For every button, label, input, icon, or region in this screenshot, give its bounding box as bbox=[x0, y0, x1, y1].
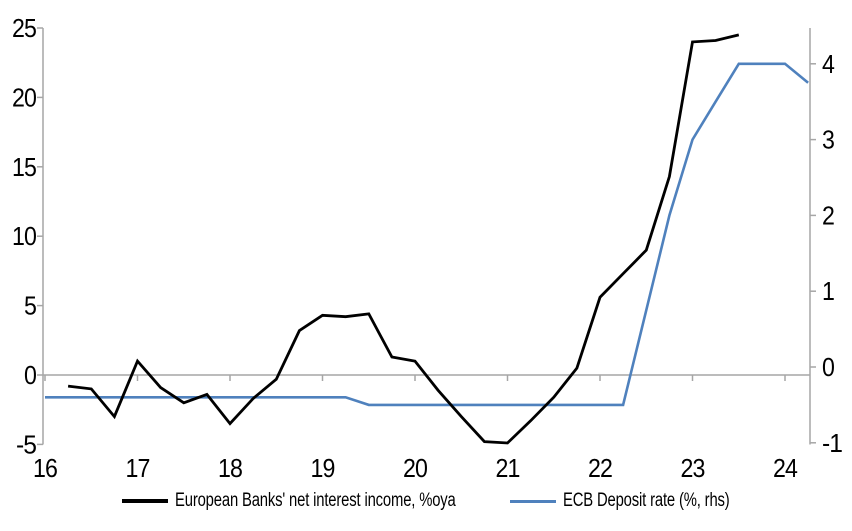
right-axis-tick-label: -1 bbox=[822, 428, 843, 458]
x-axis-tick-label: 20 bbox=[403, 453, 427, 483]
right-axis-tick-label: 4 bbox=[822, 49, 834, 79]
x-axis-tick-label: 24 bbox=[773, 453, 797, 483]
right-axis-tick-label: 0 bbox=[822, 352, 834, 382]
series-line-nii bbox=[67, 33, 740, 445]
x-axis-tick-label: 16 bbox=[33, 453, 57, 483]
x-axis-tick-label: 19 bbox=[311, 453, 335, 483]
legend-label-nii: European Banks' net interest income, %oy… bbox=[175, 490, 456, 511]
x-axis-tick-label: 17 bbox=[126, 453, 150, 483]
left-axis-tick-label: -5 bbox=[16, 429, 37, 459]
legend-item-nii: European Banks' net interest income, %oy… bbox=[122, 490, 535, 512]
left-axis-tick-label: 25 bbox=[12, 13, 36, 43]
right-axis-tick-label: 3 bbox=[822, 125, 834, 155]
x-axis-tick-label: 21 bbox=[496, 453, 520, 483]
right-axis-tick-label: 2 bbox=[822, 200, 834, 230]
left-axis-tick-label: 10 bbox=[12, 221, 36, 251]
legend-label-ecb: ECB Deposit rate (%, rhs) bbox=[563, 490, 730, 511]
x-axis-tick-label: 22 bbox=[588, 453, 612, 483]
legend-line-swatch-blue bbox=[510, 499, 556, 503]
left-axis-tick-label: 15 bbox=[12, 152, 36, 182]
left-axis-tick-label: 5 bbox=[24, 291, 36, 321]
left-axis-tick-label: 20 bbox=[12, 82, 36, 112]
x-axis-tick-label: 18 bbox=[218, 453, 242, 483]
legend-line-swatch-black bbox=[122, 499, 168, 503]
x-axis-tick-label: 23 bbox=[681, 453, 705, 483]
left-axis-tick-label: 0 bbox=[24, 360, 36, 390]
legend-item-ecb: ECB Deposit rate (%, rhs) bbox=[510, 490, 777, 512]
series-line-ecb-deposit-rate bbox=[45, 62, 809, 407]
right-axis-tick-label: 1 bbox=[822, 276, 834, 306]
